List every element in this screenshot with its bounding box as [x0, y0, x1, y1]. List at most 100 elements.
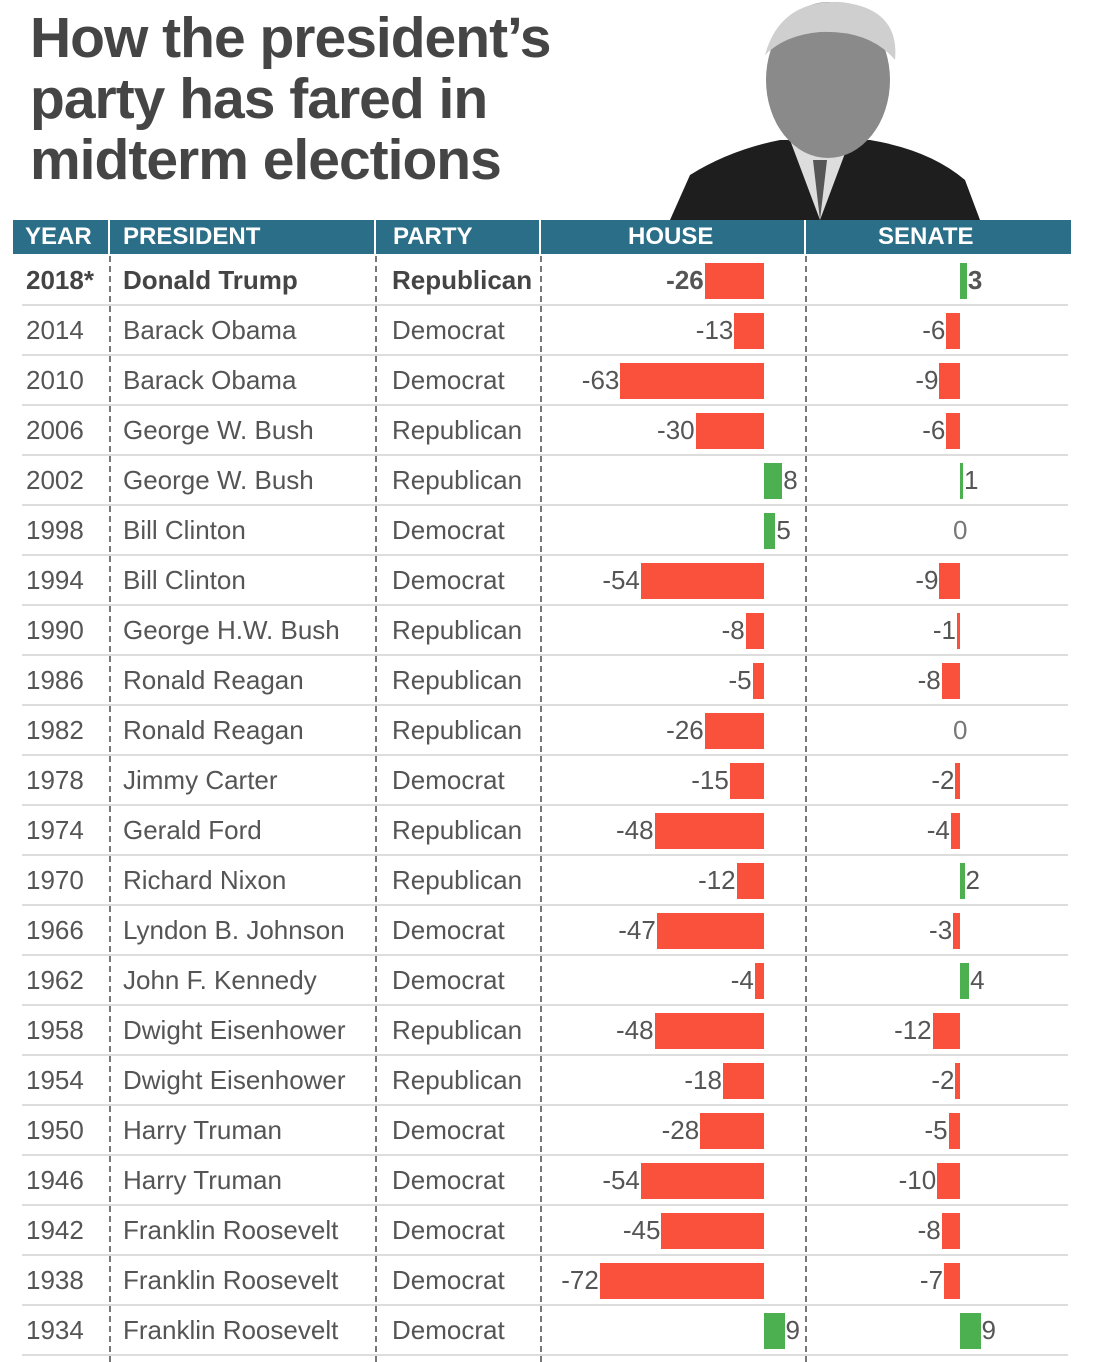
senate-value: 0 [953, 715, 968, 745]
senate-value: 1 [964, 465, 979, 495]
table-row: 1986 Ronald Reagan Republican -5 -8 [22, 656, 1068, 706]
table-row: 1970 Richard Nixon Republican -12 2 [22, 856, 1068, 906]
senate-value: 2 [965, 865, 981, 895]
party-cell: Democrat [392, 315, 505, 345]
senate-value: 0 [953, 515, 968, 545]
senate-bar [960, 463, 963, 499]
table-row: 1938 Franklin Roosevelt Democrat -72 -7 [22, 1256, 1068, 1306]
house-value: -45 [622, 1215, 661, 1245]
house-value: -18 [684, 1065, 722, 1095]
house-value: -54 [602, 1165, 640, 1195]
president-cell: Franklin Roosevelt [123, 1265, 339, 1295]
table-row: 2014 Barack Obama Democrat -13 -6 [22, 306, 1068, 356]
party-cell: Democrat [392, 1215, 505, 1245]
house-value: 5 [776, 515, 791, 545]
house-value: -47 [618, 915, 656, 945]
president-cell: Bill Clinton [123, 515, 246, 545]
president-cell: Lyndon B. Johnson [123, 915, 345, 945]
year-cell: 2014 [26, 315, 84, 345]
year-cell: 1950 [26, 1115, 84, 1145]
year-cell: 2006 [26, 415, 84, 445]
table-row: 1934 Franklin Roosevelt Democrat 9 9 [22, 1306, 1068, 1356]
house-bar [640, 563, 764, 599]
senate-bar [957, 613, 960, 649]
table-row: 1950 Harry Truman Democrat -28 -5 [22, 1106, 1068, 1156]
house-bar [700, 1113, 764, 1149]
column-divider [375, 256, 377, 1362]
president-cell: Richard Nixon [123, 865, 287, 895]
senate-bar [948, 1113, 960, 1149]
party-cell: Democrat [392, 765, 505, 795]
president-cell: Ronald Reagan [123, 665, 304, 695]
house-bar [722, 1063, 764, 1099]
house-bar [729, 763, 764, 799]
house-bar [656, 913, 764, 949]
party-cell: Democrat [392, 1165, 505, 1195]
year-cell: 1986 [26, 665, 84, 695]
house-bar [640, 1163, 764, 1199]
table-row: 2010 Barack Obama Democrat -63 -9 [22, 356, 1068, 406]
year-cell: 2018* [26, 265, 94, 295]
president-cell: Harry Truman [123, 1115, 282, 1145]
column-divider [805, 256, 807, 1362]
year-cell: 1970 [26, 865, 84, 895]
senate-bar [953, 913, 960, 949]
table-row: 1994 Bill Clinton Democrat -54 -9 [22, 556, 1068, 606]
table-row: 1974 Gerald Ford Republican -48 -4 [22, 806, 1068, 856]
senate-bar [939, 363, 960, 399]
senate-value: -8 [917, 665, 941, 695]
senate-bar [955, 763, 960, 799]
year-cell: 1938 [26, 1265, 84, 1295]
house-value: -5 [728, 665, 752, 695]
president-cell: Franklin Roosevelt [123, 1215, 339, 1245]
senate-value: -7 [919, 1265, 944, 1295]
year-cell: 1954 [26, 1065, 84, 1095]
party-cell: Republican [392, 415, 523, 445]
party-cell: Democrat [392, 965, 505, 995]
senate-bar [944, 1263, 960, 1299]
senate-bar [960, 863, 965, 899]
year-cell: 1958 [26, 1015, 84, 1045]
senate-bar [955, 1063, 960, 1099]
senate-bar [932, 1013, 960, 1049]
house-bar [704, 713, 764, 749]
party-cell: Republican [392, 615, 523, 645]
year-cell: 1990 [26, 615, 84, 645]
header-divider [539, 220, 541, 254]
senate-bar [960, 963, 970, 999]
senate-value: 4 [970, 965, 985, 995]
house-bar [764, 513, 776, 549]
house-value: -54 [602, 565, 640, 595]
house-bar [754, 963, 764, 999]
senate-value: -5 [924, 1115, 948, 1145]
senate-value: 9 [981, 1315, 996, 1345]
house-value: -63 [581, 365, 620, 395]
senate-value: -12 [894, 1015, 932, 1045]
house-bar [654, 813, 764, 849]
year-cell: 1966 [26, 915, 84, 945]
header-senate: SENATE [878, 223, 974, 250]
president-cell: Dwight Eisenhower [123, 1015, 346, 1045]
house-value: -8 [721, 615, 745, 645]
senate-value: -6 [922, 315, 946, 345]
year-cell: 1974 [26, 815, 84, 845]
table-row: 1990 George H.W. Bush Republican -8 -1 [22, 606, 1068, 656]
house-value: 9 [785, 1315, 800, 1345]
party-cell: Democrat [392, 515, 505, 545]
header-year: YEAR [25, 223, 92, 250]
party-cell: Democrat [392, 915, 505, 945]
senate-value: -9 [915, 365, 939, 395]
header-house: HOUSE [628, 223, 714, 250]
year-cell: 2002 [26, 465, 84, 495]
table-row: 2006 George W. Bush Republican -30 -6 [22, 406, 1068, 456]
house-value: -30 [657, 415, 695, 445]
year-cell: 1942 [26, 1215, 84, 1245]
house-value: -72 [561, 1265, 599, 1295]
table-row: 1966 Lyndon B. Johnson Democrat -47 -3 [22, 906, 1068, 956]
year-cell: 1994 [26, 565, 84, 595]
senate-bar [960, 263, 967, 299]
table-row: 1954 Dwight Eisenhower Republican -18 -2 [22, 1056, 1068, 1106]
senate-bar [946, 313, 960, 349]
senate-value: -10 [898, 1165, 937, 1195]
senate-value: -2 [931, 1065, 955, 1095]
